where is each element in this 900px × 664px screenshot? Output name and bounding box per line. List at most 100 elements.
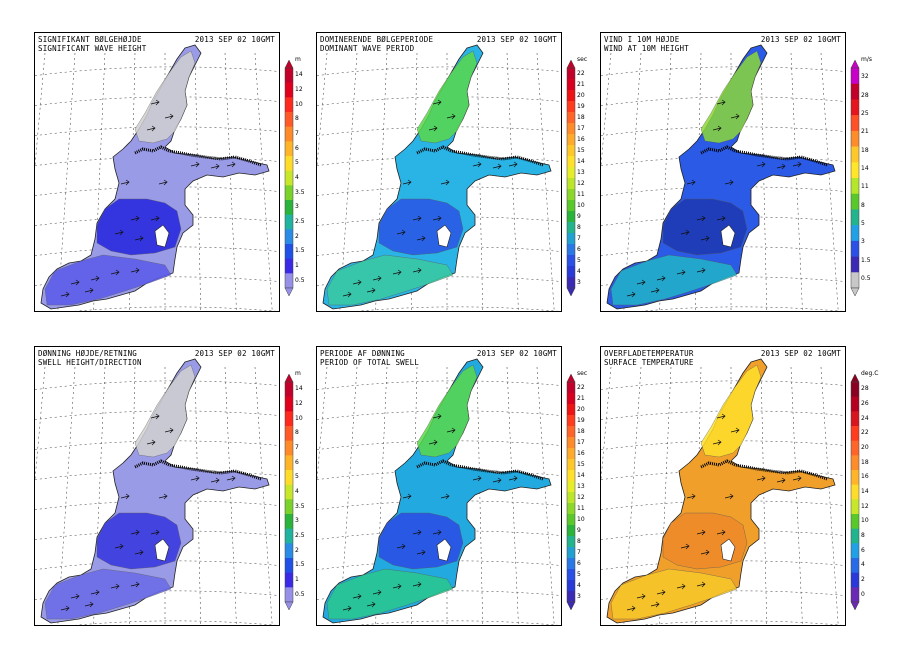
direction-arrow <box>412 267 422 274</box>
colorbar-swatch <box>851 455 859 471</box>
colorbar-swatch <box>285 97 293 113</box>
longitude-line <box>317 366 328 483</box>
map-title-english: SURFACE TEMPERATURE <box>604 358 694 367</box>
colorbar-tick-label: 7 <box>577 548 581 556</box>
colorbar-top-arrow <box>566 59 576 69</box>
southern-region <box>326 254 454 306</box>
direction-arrow <box>412 215 422 222</box>
latitude-line <box>601 246 845 256</box>
map-title-english: SWELL HEIGHT/DIRECTION <box>38 358 142 367</box>
colorbar-tick-label: 18 <box>577 427 585 435</box>
direction-arrow <box>114 229 124 236</box>
colorbar: sec 22 21 20 19 18 17 16 15 14 13 12 11 10 9 8 7 6 5 4 3 <box>566 56 598 297</box>
colorbar-swatch <box>285 273 293 289</box>
colorbar-swatch <box>567 90 575 102</box>
colorbar-tick-label: 7 <box>577 234 581 242</box>
map-date: 2013 SEP 02 10GMT <box>194 35 275 44</box>
direction-arrow <box>158 493 168 500</box>
colorbar-svg <box>284 59 294 297</box>
colorbar: m 14 12 10 8 7 6 5 4 3.5 3 2.5 2 1.5 1 0.5 <box>284 56 316 297</box>
panel-significant-wave-height: SIGNIFIKANT BØLGEHØJDE SIGNIFICANT WAVE … <box>34 32 305 314</box>
latitude-line <box>317 156 561 166</box>
colorbar-swatch <box>851 162 859 179</box>
longitude-line <box>536 52 555 311</box>
colorbar-tick-label: 1.5 <box>295 247 305 255</box>
direction-arrow <box>114 543 124 550</box>
direction-arrow <box>84 287 94 294</box>
colorbar-tick-label: 12 <box>577 493 585 501</box>
latitude-line <box>601 530 845 540</box>
colorbar-swatch <box>567 222 575 234</box>
latitude-line <box>75 306 276 311</box>
latitude-line <box>35 470 279 480</box>
panel-surface-temperature: OVERFLADETEMPERATUR SURFACE TEMPERATURE … <box>600 346 878 628</box>
colorbar-tick-label: 8 <box>577 537 581 545</box>
longitude-line <box>317 52 328 169</box>
colorbar-swatch <box>567 167 575 179</box>
colorbar-tick-label: 22 <box>577 69 585 77</box>
colorbar-swatch <box>851 99 859 116</box>
latitude-line <box>317 276 561 286</box>
direction-arrow <box>134 235 144 242</box>
colorbar-tick-label: 12 <box>861 502 869 510</box>
direction-arrow <box>428 125 438 132</box>
archipelago-coast <box>416 145 544 167</box>
direction-arrow <box>226 161 236 168</box>
colorbar-tick-label: 1.5 <box>861 256 871 264</box>
map-title-danish: SIGNIFIKANT BØLGEHØJDE <box>38 35 142 44</box>
longitude-line <box>35 366 46 483</box>
central-region <box>96 198 182 256</box>
colorbar-swatch <box>567 525 575 537</box>
direction-arrow <box>90 275 100 282</box>
colorbar-swatch <box>567 277 575 289</box>
latitude-line <box>601 66 845 76</box>
colorbar-swatch <box>851 115 859 132</box>
direction-arrow <box>730 113 740 120</box>
colorbar-tick-label: 8 <box>577 223 581 231</box>
direction-arrow <box>440 493 450 500</box>
direction-arrow <box>366 287 376 294</box>
direction-arrow <box>70 279 80 286</box>
latitude-line <box>317 560 561 570</box>
colorbar-tick-label: 19 <box>577 102 585 110</box>
archipelago-coast <box>700 145 828 167</box>
direction-arrow <box>210 477 220 484</box>
direction-arrow <box>90 589 100 596</box>
colorbar-tick-label: 8 <box>295 429 299 437</box>
longitude-line <box>790 52 803 311</box>
colorbar-tick-label: 7 <box>295 444 299 451</box>
colorbar-swatch <box>285 426 293 441</box>
colorbar-tick-label: 6 <box>861 546 865 554</box>
colorbar-swatch <box>567 569 575 581</box>
longitude-line <box>506 52 519 311</box>
latitude-line <box>601 216 845 226</box>
direction-arrow <box>190 161 200 168</box>
direction-arrow <box>440 179 450 186</box>
direction-arrow <box>60 291 70 298</box>
direction-arrow <box>636 593 646 600</box>
latitude-line <box>35 66 279 76</box>
direction-arrow <box>686 179 696 186</box>
map-frame: VIND I 10M HØJDE WIND AT 10M HEIGHT 2013… <box>600 32 846 312</box>
direction-arrow <box>130 581 140 588</box>
map-title-english: DOMINANT WAVE PERIOD <box>320 44 415 53</box>
colorbar-tick-label: 16 <box>577 449 585 457</box>
southern-region <box>610 254 738 306</box>
latitude-line <box>35 560 279 570</box>
colorbar-tick-label: 12 <box>295 400 303 407</box>
map-frame: DØNNING HØJDE/RETNING SWELL HEIGHT/DIREC… <box>34 346 280 626</box>
map-title-english: WIND AT 10M HEIGHT <box>604 44 689 53</box>
direction-arrows <box>342 99 518 298</box>
direction-arrow <box>432 99 442 106</box>
direction-arrow <box>150 413 160 420</box>
colorbar-swatch <box>851 411 859 427</box>
map-frame: DOMINERENDE BØLGEPERIODE DOMINANT WAVE P… <box>316 32 562 312</box>
colorbar-tick-label: 16 <box>577 135 585 143</box>
longitude-line <box>476 366 483 625</box>
longitude-line <box>224 366 237 625</box>
colorbar-tick-label: 20 <box>577 91 585 99</box>
colorbar-tick-label: 21 <box>577 394 585 402</box>
direction-arrow <box>724 179 734 186</box>
colorbar-tick-label: 28 <box>861 91 869 99</box>
panel-dominant-wave-period: DOMINERENDE BØLGEPERIODE DOMINANT WAVE P… <box>316 32 587 314</box>
